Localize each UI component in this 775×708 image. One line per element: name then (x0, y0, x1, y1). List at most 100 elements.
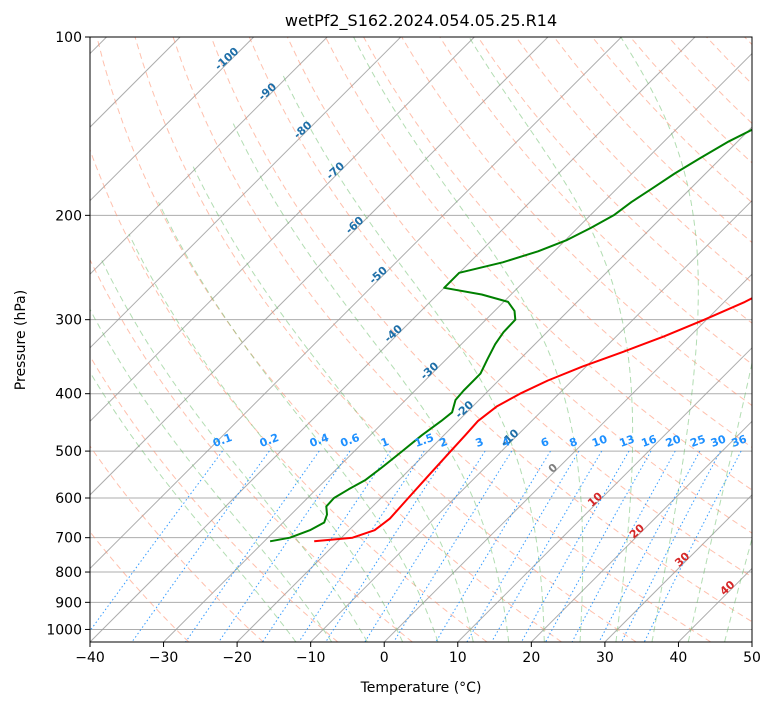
dry-adiabat-line (172, 37, 712, 642)
isohume-line (545, 450, 652, 642)
isotherm-label: -100 (212, 45, 241, 73)
moist-adiabat-line (192, 165, 474, 642)
isohume-line (298, 450, 425, 642)
isohume-label: 36 (730, 432, 749, 450)
isotherm-label: -10 (498, 426, 522, 449)
moist-adiabat-line (99, 256, 368, 642)
y-tick-label: 200 (55, 208, 82, 224)
moist-adiabat-line (90, 308, 333, 642)
dry-adiabat-line (210, 37, 752, 623)
isotherm-label: -40 (382, 322, 406, 345)
isotherm-label: 30 (672, 549, 692, 569)
isohume-line (491, 450, 603, 642)
y-tick-label: 600 (55, 491, 82, 507)
y-tick-label: 700 (55, 531, 82, 547)
dry-adiabat-line (553, 37, 752, 244)
isotherm-line (90, 37, 402, 349)
x-tick-label: 30 (596, 650, 614, 666)
isohume-line (393, 450, 513, 642)
y-tick-label: 300 (55, 313, 82, 329)
isotherm-line (457, 347, 752, 642)
isotherm-line (90, 37, 622, 570)
moist-adiabat-line (232, 123, 510, 642)
isohume-label: 6 (539, 435, 551, 450)
isohume-label: 1 (379, 435, 391, 450)
y-tick-label: 800 (55, 565, 82, 581)
isotherm-line (90, 37, 475, 423)
y-tick-label: 500 (55, 444, 82, 460)
isotherm-label: 10 (585, 489, 605, 509)
x-axis-label: Temperature (°C) (360, 680, 482, 696)
grid-lines (90, 37, 752, 642)
isohume-line (185, 450, 320, 642)
dry-adiabat-line (90, 258, 413, 642)
isohume-line (621, 450, 721, 642)
x-tick-label: 20 (522, 650, 540, 666)
isohume-label: 10 (590, 432, 609, 450)
isohume-label: 30 (709, 432, 728, 450)
isohume-line (90, 450, 223, 632)
profile-lines (269, 128, 752, 543)
axes: −40 −30 −20 −10 0 10 20 30 40 50 1000 900 800 700 600 5… (46, 30, 761, 666)
dry-adiabat-line (629, 37, 752, 164)
isotherm-label: -60 (343, 214, 367, 237)
dry-adiabat-line (90, 148, 488, 642)
plot-frame (89, 36, 753, 643)
isohume-line (643, 450, 742, 642)
isohume-line (435, 450, 551, 642)
isohume-label: 4 (500, 435, 512, 450)
x-tick-label: 40 (670, 650, 688, 666)
x-tick-label: −30 (149, 650, 179, 666)
isohume-label: 3 (474, 435, 486, 450)
x-tick-label: 10 (449, 650, 467, 666)
dry-adiabat-line (96, 37, 562, 642)
moist-adiabat-line (687, 360, 752, 642)
isotherm-line (751, 641, 752, 642)
isotherm-line (90, 37, 255, 202)
chart-title: wetPf2_S162.2024.054.05.25.R14 (285, 11, 557, 31)
x-tick-label: −10 (296, 650, 326, 666)
isotherm-label: -20 (453, 398, 477, 421)
x-tick-label: −40 (75, 650, 105, 666)
dry-adiabat-line (744, 37, 752, 46)
isohume-label: 0.4 (308, 431, 331, 450)
isotherm-label: 20 (627, 521, 647, 541)
dewpoint-line (269, 128, 752, 543)
isotherm-line (678, 567, 752, 642)
dry-adiabat-line (90, 355, 339, 642)
isotherm-label: -90 (256, 80, 280, 103)
moist-adiabat-line (468, 37, 634, 642)
dry-adiabat-line (706, 37, 752, 85)
isotherm-line (90, 37, 696, 642)
background-overlays (90, 37, 752, 642)
moist-adiabat-line (281, 72, 545, 642)
isohume-label: 0.6 (339, 431, 362, 450)
isohume-line (262, 450, 391, 642)
y-tick-label: 1000 (46, 622, 82, 638)
isotherm-line (236, 126, 752, 642)
isohume-line (325, 450, 450, 642)
dry-adiabat-line (286, 37, 752, 534)
isotherm-label: -80 (291, 118, 315, 141)
isotherm-line (90, 37, 549, 496)
isotherm-line (383, 273, 752, 642)
isohume-label: 16 (640, 432, 659, 450)
isohume-label: 0.1 (211, 431, 234, 450)
isotherm-line (530, 420, 752, 642)
isohume-label: 0.2 (258, 431, 281, 450)
isotherm-line (90, 37, 328, 275)
isotherm-label: 40 (717, 578, 737, 598)
isohume-label: 25 (688, 432, 707, 449)
isohume-line (521, 450, 630, 642)
isohume-label: 20 (664, 432, 683, 450)
isotherm-line (163, 52, 752, 642)
x-tick-label: 50 (743, 650, 761, 666)
temperature-line (314, 297, 752, 543)
moist-adiabat-line (353, 37, 584, 642)
y-tick-label: 100 (55, 30, 82, 46)
isohume-label: 2 (438, 435, 450, 450)
isotherm-line (604, 494, 752, 642)
moist-adiabat-line (620, 37, 699, 642)
x-tick-label: −20 (222, 650, 252, 666)
